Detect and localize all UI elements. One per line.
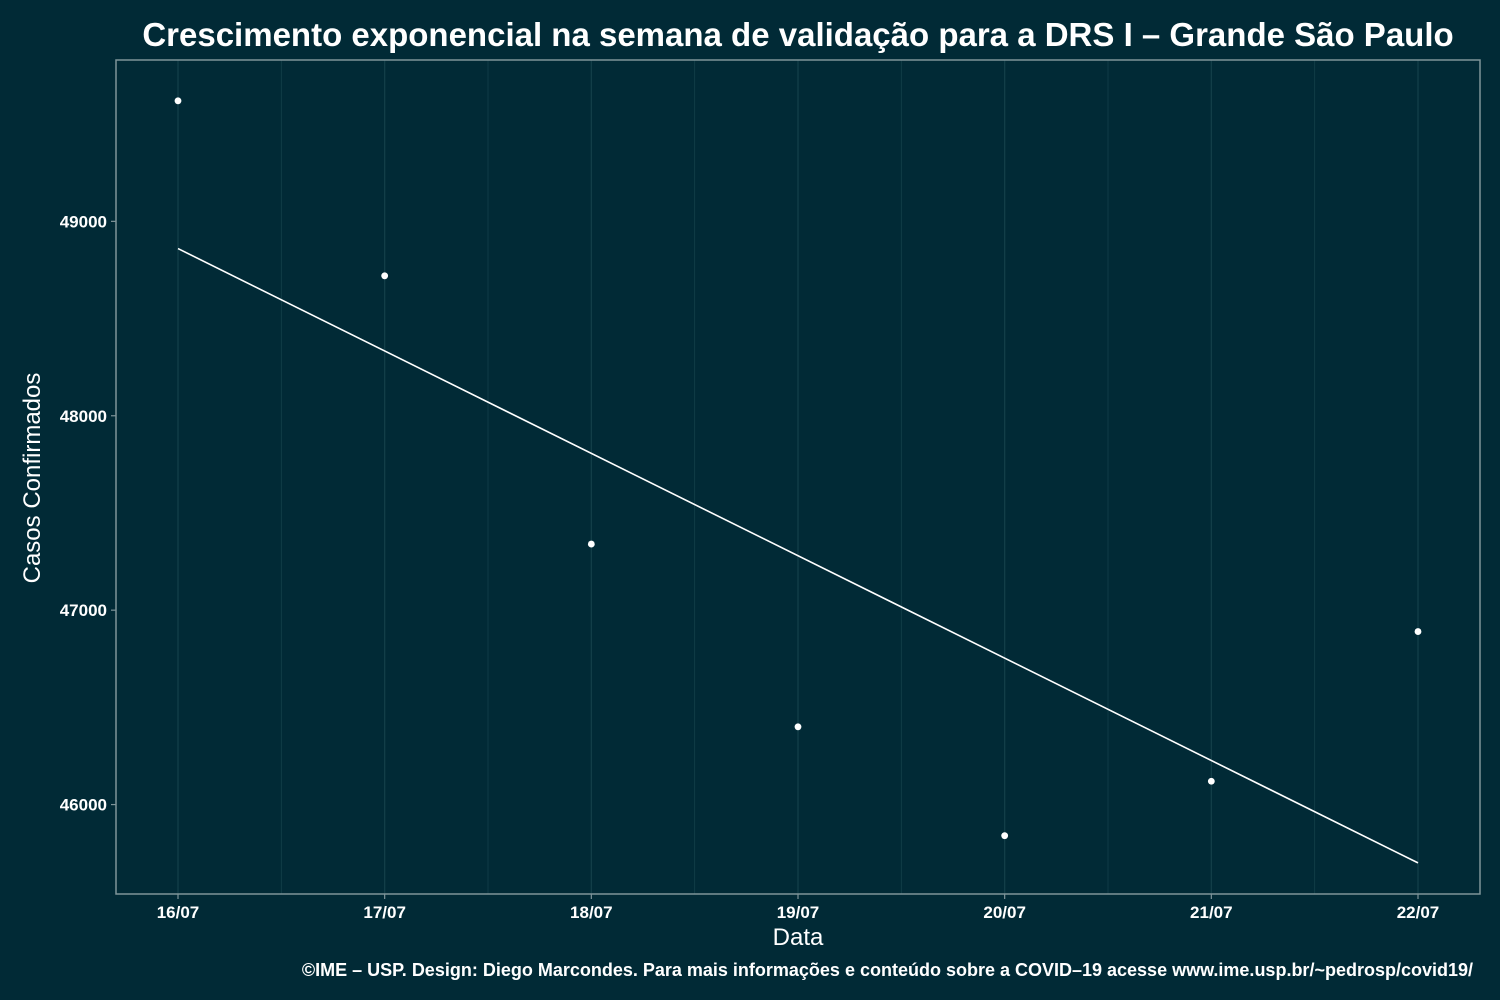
x-tick-label: 17/07 xyxy=(363,903,406,922)
data-point xyxy=(1001,832,1009,840)
data-point xyxy=(587,540,595,548)
x-tick-label: 20/07 xyxy=(983,903,1026,922)
data-point xyxy=(174,97,182,105)
y-tick-label: 46000 xyxy=(60,796,107,815)
x-tick-label: 16/07 xyxy=(157,903,200,922)
y-tick-label: 49000 xyxy=(60,212,107,231)
y-tick-label: 47000 xyxy=(60,601,107,620)
data-point xyxy=(1207,777,1215,785)
caption: ©IME – USP. Design: Diego Marcondes. Par… xyxy=(302,960,1473,980)
x-tick-label: 21/07 xyxy=(1190,903,1233,922)
x-axis-title: Data xyxy=(773,924,824,951)
grid xyxy=(177,60,1419,894)
data-point xyxy=(1414,628,1422,635)
trend-line xyxy=(177,247,1419,864)
x-tick-label: 22/07 xyxy=(1397,903,1440,922)
data-point xyxy=(381,272,389,280)
data-point xyxy=(794,723,802,731)
data-points xyxy=(174,97,1422,840)
x-axis-ticks: 16/07 17/07 18/07 19/07 20/07 21/07 22/07 xyxy=(157,894,1440,922)
y-axis-ticks: 46000 47000 48000 49000 xyxy=(60,212,116,815)
y-tick-label: 48000 xyxy=(60,407,107,426)
x-tick-label: 18/07 xyxy=(570,903,613,922)
y-axis-title: Casos Confirmados xyxy=(19,373,46,584)
chart-title: Crescimento exponencial na semana de val… xyxy=(142,16,1453,53)
x-tick-label: 19/07 xyxy=(777,903,820,922)
